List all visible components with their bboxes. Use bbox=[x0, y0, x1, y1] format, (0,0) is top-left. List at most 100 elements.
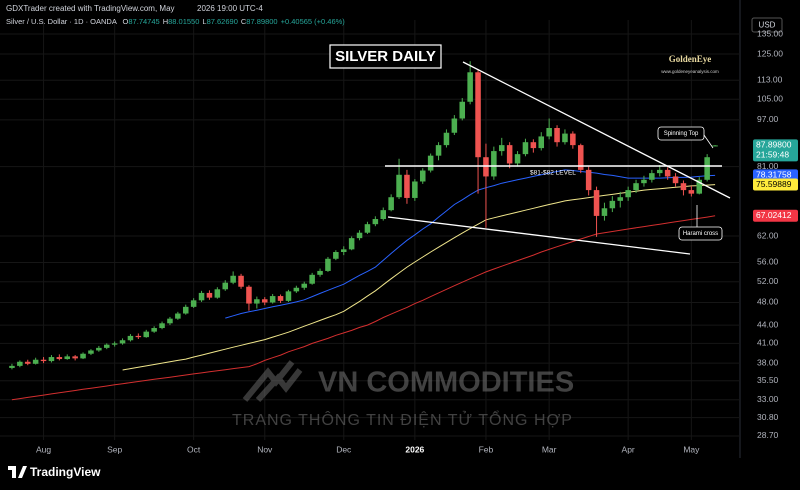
candle-body bbox=[214, 289, 221, 298]
candle-body bbox=[182, 306, 189, 314]
y-tick-label: 33.00 bbox=[757, 394, 779, 404]
candle-body bbox=[364, 224, 371, 233]
candle-body bbox=[317, 270, 323, 275]
candle-body bbox=[325, 258, 331, 271]
candle-body bbox=[530, 142, 537, 149]
price-label-box bbox=[753, 178, 798, 191]
candle-body bbox=[198, 292, 205, 301]
header-credit-time: 2026 19:00 UTC-4 bbox=[197, 4, 263, 13]
candle-body bbox=[372, 219, 379, 225]
callout-box bbox=[657, 126, 705, 141]
level-label: $81-$82 LEVEL bbox=[530, 170, 576, 177]
candle-body bbox=[388, 197, 394, 211]
y-tick-label: 44.00 bbox=[757, 319, 779, 329]
candle-body bbox=[48, 357, 55, 362]
y-tick-label: 41.00 bbox=[757, 338, 779, 348]
candle-body bbox=[491, 151, 497, 177]
moving-average bbox=[225, 169, 716, 319]
callout-text: Spinning Top bbox=[664, 131, 699, 137]
moving-average bbox=[122, 184, 716, 371]
candle-body bbox=[641, 179, 647, 184]
candle-body bbox=[356, 232, 363, 239]
currency-box[interactable] bbox=[751, 17, 783, 33]
candle-body bbox=[32, 359, 39, 364]
header: GDXTrader created with TradingView.com, … bbox=[6, 4, 345, 26]
candle-body bbox=[459, 101, 466, 119]
y-tick-label: 62.00 bbox=[757, 230, 779, 240]
ohlc-change: +0.40565 (+0.46%) bbox=[281, 17, 346, 26]
candle-body bbox=[577, 145, 584, 170]
watermark-text: VN COMMODITIES bbox=[318, 367, 574, 399]
ohlc-value: 88.01550 bbox=[168, 17, 199, 26]
candle-body bbox=[246, 286, 252, 304]
callout-arrow bbox=[703, 134, 714, 149]
candle-body bbox=[649, 173, 655, 180]
currency[interactable]: USD bbox=[759, 21, 776, 30]
candle-body bbox=[17, 361, 23, 366]
candle-body bbox=[712, 145, 718, 147]
callout-box bbox=[678, 226, 723, 241]
candle-body bbox=[435, 145, 442, 156]
candle-body bbox=[696, 179, 703, 194]
y-tick-label: 113.00 bbox=[757, 74, 783, 84]
moving-average bbox=[11, 215, 716, 401]
candle-body bbox=[656, 169, 663, 174]
candle-body bbox=[498, 145, 505, 152]
watermark-subtitle: TRANG THÔNG TIN ĐIỆN TỬ TỔNG HỢP bbox=[232, 410, 573, 429]
y-tick-label: 97.00 bbox=[757, 114, 779, 124]
ohlc-key: O bbox=[123, 17, 129, 26]
candle-body bbox=[680, 183, 687, 191]
candle-body bbox=[285, 291, 292, 301]
candle-body bbox=[704, 157, 710, 180]
candle-body bbox=[24, 361, 31, 364]
candle-body bbox=[230, 275, 236, 283]
candle-body bbox=[601, 208, 608, 216]
y-tick-label: 30.80 bbox=[757, 412, 779, 422]
grid bbox=[0, 20, 740, 440]
brand-url: www.goldeneyeanalysis.com bbox=[661, 69, 719, 74]
candle-body bbox=[119, 340, 126, 344]
candle-body bbox=[688, 190, 695, 194]
candle-body bbox=[554, 128, 560, 143]
candle-body bbox=[475, 72, 481, 158]
candle-body bbox=[404, 174, 410, 198]
trendline bbox=[462, 61, 731, 199]
candle-body bbox=[72, 356, 78, 359]
candle-body bbox=[103, 344, 110, 348]
price-label-box bbox=[753, 209, 798, 222]
footer-logo bbox=[8, 466, 27, 478]
symbol: Silver / U.S. Dollar · 1D · OANDA bbox=[6, 17, 117, 26]
candle-body bbox=[451, 118, 458, 133]
candle-body bbox=[396, 174, 402, 198]
candle-body bbox=[56, 357, 63, 360]
candle-body bbox=[506, 145, 513, 164]
ohlc-value: 87.62690 bbox=[207, 17, 238, 26]
candle-body bbox=[269, 296, 276, 303]
y-tick-label: 105.00 bbox=[757, 94, 783, 104]
candle-body bbox=[238, 275, 244, 287]
y-tick-label: 48.00 bbox=[757, 297, 779, 307]
x-tick-label: 2026 bbox=[405, 444, 424, 454]
candle-body bbox=[585, 169, 592, 191]
candle-body bbox=[254, 299, 260, 304]
candle-body bbox=[206, 292, 213, 298]
price-label: 78.31758 bbox=[756, 170, 792, 180]
x-tick-label: May bbox=[683, 444, 700, 454]
candle-body bbox=[348, 238, 355, 250]
candle-body bbox=[380, 210, 387, 220]
candle-body bbox=[625, 190, 631, 198]
footer bbox=[0, 458, 800, 490]
candle-body bbox=[175, 313, 181, 319]
candle-body bbox=[167, 318, 173, 324]
title-box bbox=[329, 44, 442, 69]
price-label-box bbox=[753, 169, 798, 182]
ohlc-key: L bbox=[202, 17, 206, 26]
candle-body bbox=[427, 155, 434, 171]
candle-body bbox=[562, 133, 568, 143]
price-label: 67.02412 bbox=[756, 210, 792, 220]
candle-body bbox=[261, 299, 268, 303]
candle-body bbox=[672, 176, 679, 184]
countdown: 21:59:48 bbox=[756, 150, 789, 160]
x-tick-label: Sep bbox=[107, 444, 122, 454]
